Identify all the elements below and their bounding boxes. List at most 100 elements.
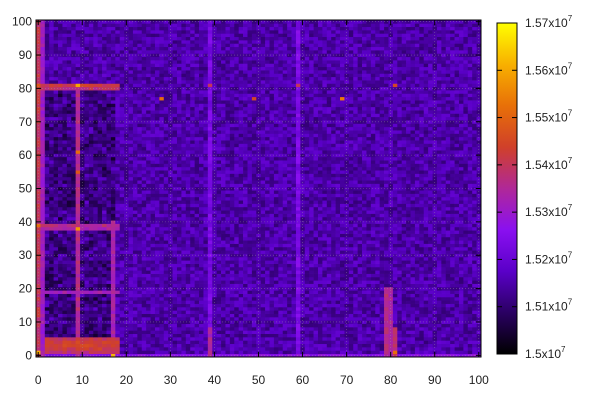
heatmap-cell bbox=[181, 223, 187, 228]
heatmap-cell bbox=[190, 226, 195, 231]
heatmap-cell bbox=[146, 240, 151, 244]
heatmap-cell bbox=[216, 196, 222, 201]
heatmap-cell bbox=[436, 323, 442, 328]
heatmap-cell bbox=[291, 276, 297, 281]
heatmap-cell bbox=[278, 233, 284, 238]
heatmap-cell bbox=[75, 303, 81, 308]
heatmap-cell bbox=[260, 290, 266, 294]
heatmap-cell bbox=[441, 326, 447, 331]
heatmap-cell bbox=[119, 233, 125, 238]
heatmap-cell bbox=[304, 290, 310, 294]
heatmap-cell bbox=[392, 200, 398, 204]
heatmap-cell bbox=[472, 313, 477, 318]
heatmap-cell bbox=[472, 243, 477, 248]
heatmap-cell bbox=[419, 270, 425, 274]
heatmap-cell bbox=[366, 193, 372, 198]
heatmap-cell bbox=[238, 316, 244, 321]
heatmap-cell bbox=[93, 230, 99, 234]
heatmap-cell bbox=[119, 306, 125, 311]
heatmap-cell bbox=[93, 323, 99, 328]
heatmap-cell bbox=[458, 250, 464, 254]
heatmap-cell bbox=[243, 353, 248, 358]
heatmap-cell bbox=[49, 336, 54, 341]
heatmap-cell bbox=[362, 283, 367, 288]
heatmap-cell bbox=[384, 193, 389, 198]
heatmap-cell bbox=[251, 330, 257, 334]
heatmap-cell bbox=[348, 210, 354, 214]
heatmap-cell bbox=[80, 250, 85, 254]
heatmap-cell bbox=[348, 333, 354, 338]
heatmap-cell bbox=[154, 246, 160, 251]
heatmap-cell bbox=[247, 276, 253, 281]
heatmap-cell bbox=[137, 193, 143, 198]
heatmap-cell bbox=[229, 213, 235, 218]
heatmap-cell bbox=[273, 236, 279, 241]
heatmap-cell bbox=[278, 296, 284, 301]
heatmap-cell bbox=[419, 216, 425, 221]
heatmap-cell bbox=[88, 333, 94, 338]
heatmap-cell bbox=[282, 233, 288, 238]
heatmap-cell bbox=[445, 216, 451, 221]
heatmap-cell bbox=[185, 286, 191, 291]
heatmap-cell bbox=[467, 216, 473, 221]
heatmap-cell bbox=[150, 240, 156, 244]
heatmap-cell bbox=[450, 250, 455, 254]
heatmap-cell bbox=[203, 286, 209, 291]
heatmap-cell bbox=[181, 343, 187, 348]
heatmap-cell bbox=[379, 310, 385, 314]
heatmap-cell bbox=[432, 226, 438, 231]
heatmap-cell bbox=[58, 343, 63, 348]
heatmap-cell bbox=[93, 203, 99, 208]
heatmap-cell bbox=[428, 350, 433, 355]
heatmap-cell bbox=[247, 306, 253, 311]
heatmap-cell bbox=[300, 250, 306, 254]
heatmap-cell bbox=[243, 273, 248, 278]
heatmap-cell bbox=[44, 226, 50, 231]
heatmap-cell bbox=[401, 350, 407, 355]
heatmap-cell bbox=[463, 226, 469, 231]
heatmap-cell bbox=[458, 330, 464, 334]
heatmap-cell bbox=[199, 266, 204, 271]
heatmap-cell bbox=[128, 310, 134, 314]
heatmap-cell bbox=[53, 293, 59, 298]
heatmap-cell bbox=[322, 263, 328, 268]
heatmap-cell bbox=[388, 293, 394, 298]
heatmap-cell bbox=[137, 243, 143, 248]
heatmap-cell bbox=[71, 286, 77, 291]
heatmap-cell bbox=[366, 306, 372, 311]
heatmap-cell bbox=[463, 350, 469, 355]
heatmap-cell bbox=[154, 350, 160, 355]
heatmap-cell bbox=[291, 313, 297, 318]
heatmap-cell bbox=[251, 253, 257, 258]
heatmap-cell bbox=[256, 266, 262, 271]
heatmap-cell bbox=[243, 270, 248, 274]
heatmap-cell bbox=[476, 283, 482, 288]
heatmap-cell bbox=[168, 260, 173, 264]
heatmap-cell bbox=[53, 220, 59, 224]
heatmap-cell bbox=[366, 223, 372, 228]
heatmap-cell bbox=[432, 250, 438, 254]
heatmap-cell bbox=[251, 236, 257, 241]
heatmap-cell bbox=[322, 323, 328, 328]
heatmap-cell bbox=[472, 276, 477, 281]
heatmap-cell bbox=[36, 340, 41, 345]
heatmap-cell bbox=[106, 203, 112, 208]
heatmap-cell bbox=[273, 260, 279, 264]
heatmap-cell bbox=[335, 350, 341, 355]
heatmap-cell bbox=[247, 223, 253, 228]
heatmap-cell bbox=[203, 290, 209, 294]
heatmap-cell bbox=[326, 256, 332, 261]
heatmap-cell bbox=[203, 190, 209, 194]
heatmap-cell bbox=[357, 303, 363, 308]
heatmap-cell bbox=[163, 206, 169, 211]
heatmap-cell bbox=[128, 283, 134, 288]
heatmap-cell bbox=[207, 276, 213, 281]
heatmap-cell bbox=[88, 266, 94, 271]
heatmap-cell bbox=[88, 213, 94, 218]
heatmap-cell bbox=[375, 290, 381, 294]
heatmap-cell bbox=[423, 316, 429, 321]
heatmap-cell bbox=[194, 213, 200, 218]
heatmap-cell bbox=[194, 310, 200, 314]
heatmap-cell bbox=[190, 306, 195, 311]
heatmap-cell bbox=[392, 263, 398, 268]
